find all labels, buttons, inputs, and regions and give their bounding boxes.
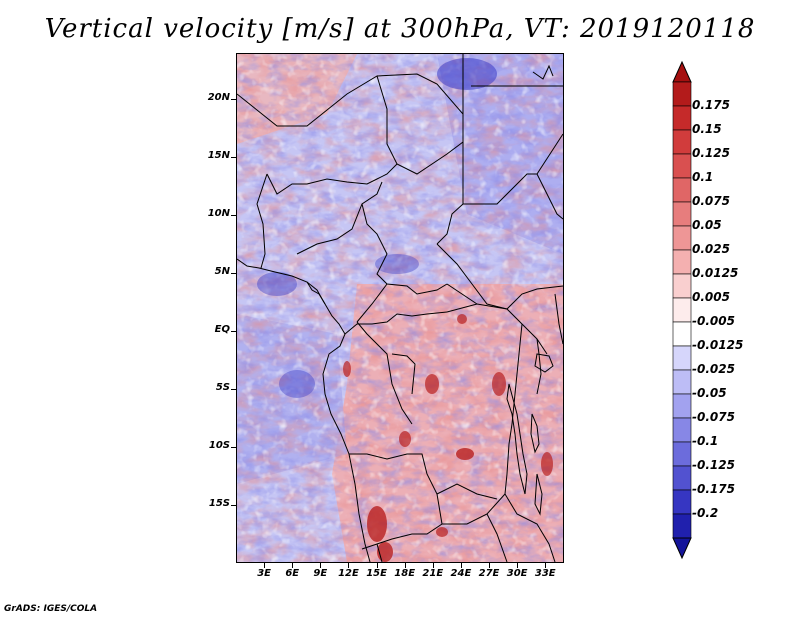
- colorbar-level-label: -0.025: [692, 362, 735, 376]
- strong-downdraft-cores: [257, 58, 497, 398]
- colorbar-level-label: -0.0125: [692, 338, 744, 352]
- colorbar-level-label: -0.175: [692, 482, 735, 496]
- lon-label: 12E: [338, 568, 359, 579]
- coastlines-borders: [237, 54, 563, 562]
- colorbar-level-label: 0.15: [692, 122, 722, 136]
- colorbar-level-label: 0.025: [692, 242, 730, 256]
- colorbar-swatch: [672, 369, 692, 395]
- colorbar-swatch: [672, 105, 692, 131]
- colorbar-level-label: -0.1: [692, 434, 719, 448]
- lat-label: 20N: [207, 92, 230, 104]
- lon-tick: [405, 563, 406, 568]
- field-texture-white: [237, 54, 563, 562]
- lon-tick: [348, 563, 349, 568]
- colorbar-swatch: [672, 177, 692, 203]
- lat-tick: [231, 505, 236, 506]
- lat-label: 15S: [208, 498, 230, 510]
- map-panel: [236, 53, 564, 563]
- lat-tick: [231, 215, 236, 216]
- colorbar-swatch: [672, 249, 692, 275]
- lon-tick: [517, 563, 518, 568]
- colorbar-level-label: 0.1: [692, 170, 714, 184]
- colorbar-swatch: [672, 81, 692, 107]
- lon-label: 33E: [534, 568, 556, 579]
- colorbar-swatch: [672, 273, 692, 299]
- lon-tick: [264, 563, 265, 568]
- colorbar-level-label: -0.005: [692, 314, 735, 328]
- colorbar-swatch: [672, 393, 692, 419]
- colorbar-level-label: 0.125: [692, 146, 730, 160]
- lat-tick: [231, 157, 236, 158]
- lon-tick: [292, 563, 293, 568]
- lon-label: 24E: [450, 568, 472, 579]
- colorbar-swatch: [672, 225, 692, 251]
- lat-label: 5S: [215, 382, 230, 394]
- colorbar-level-label: -0.2: [692, 506, 719, 520]
- colorbar-swatch: [672, 513, 692, 539]
- lon-label: 9E: [313, 568, 328, 579]
- colorbar-level-label: 0.05: [692, 218, 722, 232]
- colorbar-level-label: -0.075: [692, 410, 735, 424]
- colorbar-bottom-arrow: [672, 537, 692, 560]
- lon-label: 6E: [285, 568, 300, 579]
- colorbar-swatch: [672, 345, 692, 371]
- colorbar-swatch: [672, 321, 692, 347]
- lon-tick: [433, 563, 434, 568]
- colorbar-swatch: [672, 129, 692, 155]
- lat-label: 10S: [208, 440, 230, 452]
- colorbar-swatch: [672, 489, 692, 515]
- colorbar-swatch: [672, 465, 692, 491]
- lon-label: 3E: [257, 568, 271, 579]
- lat-tick: [231, 447, 236, 448]
- colorbar-swatch: [672, 441, 692, 467]
- colorbar-swatch: [672, 417, 692, 443]
- lat-label: 15N: [207, 150, 230, 162]
- chart-title: Vertical velocity [m/s] at 300hPa, VT: 2…: [44, 14, 756, 44]
- colorbar-swatch: [672, 297, 692, 323]
- lat-label: 5N: [214, 266, 230, 278]
- map-field: [237, 54, 563, 562]
- lon-tick: [545, 563, 546, 568]
- footer-credit: GrADS: IGES/COLA: [4, 604, 98, 614]
- colorbar-swatch: [672, 201, 692, 227]
- lon-label: 27E: [478, 568, 500, 579]
- lon-label: 15E: [366, 568, 387, 579]
- colorbar: [672, 60, 692, 560]
- lat-label: 10N: [207, 208, 230, 220]
- lon-tick: [489, 563, 490, 568]
- lon-tick: [461, 563, 462, 568]
- lat-label: EQ: [214, 324, 230, 336]
- lat-tick: [231, 273, 236, 274]
- lon-label: 30E: [506, 568, 528, 579]
- colorbar-level-label: 0.005: [692, 290, 730, 304]
- colorbar-top-arrow: [672, 60, 692, 83]
- lon-tick: [320, 563, 321, 568]
- colorbar-level-label: -0.05: [692, 386, 727, 400]
- lat-tick: [231, 99, 236, 100]
- colorbar-level-label: 0.0125: [692, 266, 739, 280]
- colorbar-level-label: 0.075: [692, 194, 730, 208]
- lon-label: 18E: [394, 568, 416, 579]
- lat-tick: [231, 389, 236, 390]
- lon-label: 21E: [422, 568, 444, 579]
- lat-tick: [231, 331, 236, 332]
- lon-tick: [377, 563, 378, 568]
- colorbar-swatch: [672, 153, 692, 179]
- colorbar-level-label: 0.175: [692, 98, 730, 112]
- colorbar-level-label: -0.125: [692, 458, 735, 472]
